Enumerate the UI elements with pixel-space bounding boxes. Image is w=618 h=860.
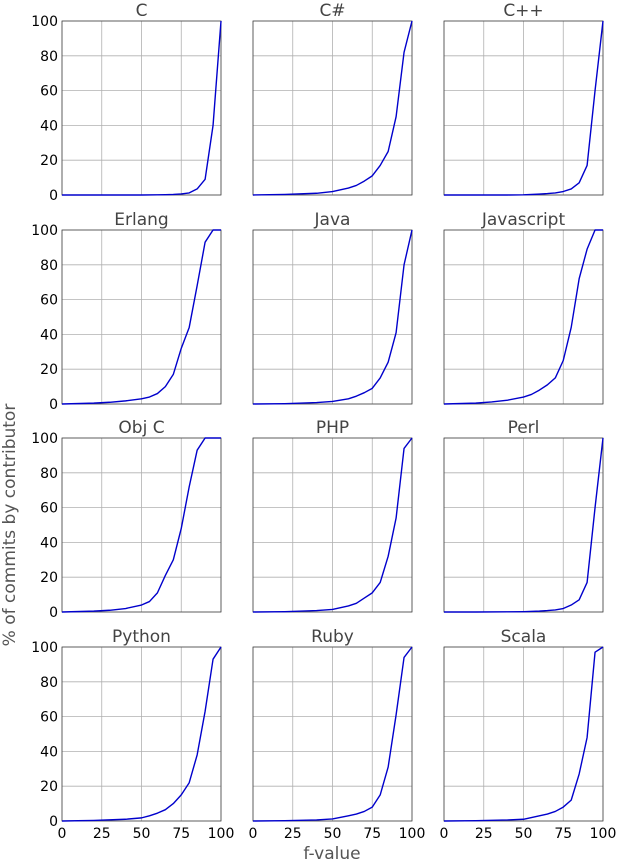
panel-title: C [136, 1, 148, 21]
series-line [252, 229, 413, 405]
x-tick-label: 0 [440, 826, 449, 842]
panel-frame [61, 646, 222, 822]
series-line [444, 20, 604, 196]
chart-panel: C 0 20 40 60 80 100 [31, 1, 222, 204]
x-tick-label: 50 [324, 826, 342, 842]
panel-frame [61, 437, 222, 613]
y-tick-label: 100 [31, 640, 58, 656]
x-tick-label: 25 [475, 826, 493, 842]
y-tick-label: 20 [40, 570, 58, 586]
y-tick-label: 40 [40, 744, 58, 760]
x-tick-label: 25 [93, 826, 111, 842]
chart-panel: Erlang 0 20 40 60 80 100 [31, 210, 222, 413]
y-axis-title: % of commits by contributor [0, 404, 20, 647]
series-line [443, 646, 604, 822]
y-tick-label: 40 [40, 535, 58, 551]
x-tick-label: 50 [133, 826, 151, 842]
chart-panel: Scala 0 25 50 75 100 [440, 627, 617, 842]
panel-title: Javascript [481, 210, 566, 230]
panel-frame [252, 646, 413, 822]
chart-panel: Obj C 0 20 40 60 80 100 [31, 418, 222, 621]
x-tick-label: 100 [590, 826, 617, 842]
panel-title: Python [112, 627, 171, 647]
y-tick-label: 0 [49, 397, 58, 413]
x-tick-label: 75 [554, 826, 572, 842]
series-line [62, 20, 222, 196]
y-tick-label: 0 [49, 605, 58, 621]
chart-panel: C++ [443, 1, 604, 196]
y-tick-label: 20 [40, 362, 58, 378]
chart-panel: Ruby 0 25 50 75 100 [249, 627, 426, 842]
panel-frame [252, 229, 413, 405]
y-tick-label: 60 [40, 293, 58, 309]
y-tick-label: 60 [40, 501, 58, 517]
x-tick-label: 25 [284, 826, 302, 842]
y-tick-label: 40 [40, 327, 58, 343]
y-tick-label: 0 [49, 188, 58, 204]
panel-frame [443, 646, 604, 822]
panel-frame [252, 437, 413, 613]
panel-title: Obj C [118, 418, 164, 438]
series-line [61, 646, 222, 822]
panel-title: Ruby [311, 627, 354, 647]
x-tick-label: 50 [515, 826, 533, 842]
panel-title: Perl [508, 418, 540, 438]
y-tick-label: 80 [40, 258, 58, 274]
series-line [252, 646, 413, 822]
x-tick-label: 0 [58, 826, 67, 842]
y-tick-label: 60 [40, 84, 58, 100]
y-tick-label: 0 [49, 814, 58, 830]
panel-title: C# [319, 1, 345, 21]
chart-panel: Javascript [443, 210, 604, 405]
y-tick-label: 40 [40, 118, 58, 134]
chart-panel: C# [252, 1, 413, 196]
x-axis-title: f-value [303, 844, 360, 860]
y-tick-label: 20 [40, 779, 58, 795]
panel-title: PHP [316, 418, 349, 438]
y-tick-label: 80 [40, 675, 58, 691]
series-line [61, 437, 221, 613]
panel-title: Scala [501, 627, 547, 647]
x-tick-label: 100 [208, 826, 235, 842]
panel-frame [443, 229, 604, 405]
x-tick-label: 75 [172, 826, 190, 842]
chart-panel: Java [252, 210, 413, 405]
y-tick-label: 100 [31, 431, 58, 447]
series-line [252, 20, 413, 196]
y-tick-label: 100 [31, 14, 58, 30]
x-tick-label: 75 [363, 826, 381, 842]
y-tick-label: 20 [40, 153, 58, 169]
series-line [444, 437, 604, 613]
chart-panel: Python 0 20 40 60 80 100 0 25 50 75 100 [31, 627, 234, 842]
y-tick-label: 80 [40, 466, 58, 482]
panel-title: C++ [503, 1, 543, 21]
y-tick-label: 60 [40, 710, 58, 726]
x-tick-label: 100 [399, 826, 426, 842]
series-line [443, 229, 603, 405]
chart-panel: Perl [443, 418, 604, 613]
panel-frame [252, 20, 413, 196]
y-tick-label: 100 [31, 223, 58, 239]
series-line [61, 229, 221, 405]
series-line [252, 437, 413, 613]
panel-title: Java [314, 210, 351, 230]
panel-frame [61, 229, 222, 405]
y-tick-label: 80 [40, 49, 58, 65]
chart-panel: PHP [252, 418, 413, 613]
panel-title: Erlang [114, 210, 168, 230]
x-tick-label: 0 [249, 826, 258, 842]
